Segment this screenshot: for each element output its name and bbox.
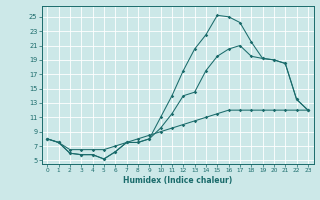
X-axis label: Humidex (Indice chaleur): Humidex (Indice chaleur) xyxy=(123,176,232,185)
